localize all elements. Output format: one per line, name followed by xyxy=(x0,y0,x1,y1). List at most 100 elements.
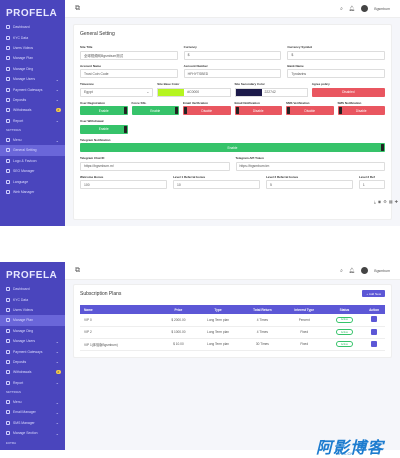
sidebar-item[interactable]: Manage Ding xyxy=(0,326,65,336)
level2-bonus-input[interactable]: 5 xyxy=(265,180,353,189)
bank-name-input[interactable]: Tyndarins xyxy=(287,69,385,78)
nav-icon xyxy=(6,190,10,195)
sidebar-item[interactable]: General Setting xyxy=(0,145,65,156)
sidebar-item[interactable]: Withdrawals 2 xyxy=(0,367,65,377)
sidebar-item[interactable]: Database xyxy=(0,447,65,450)
toggle-knob xyxy=(175,107,178,114)
sidebar-item[interactable]: Manage Users ⌄ xyxy=(0,74,65,84)
sidebar-item[interactable]: KYC Data xyxy=(0,294,65,304)
setting-toggle[interactable]: Disable xyxy=(286,106,334,115)
telegram-notification-toggle[interactable]: Enable xyxy=(80,143,385,152)
edit-button[interactable] xyxy=(371,316,378,323)
secondary-color-picker[interactable]: 222742 xyxy=(234,87,308,97)
sidebar-item[interactable]: Manage Plan xyxy=(0,315,65,326)
sidebar-item[interactable]: Manage Section ⌄ xyxy=(0,428,65,438)
sidebar-item[interactable]: Language xyxy=(0,176,65,186)
avatar[interactable] xyxy=(361,5,369,12)
sidebar-item[interactable]: SEO Manager xyxy=(0,166,65,176)
sidebar-item[interactable]: Users Videos xyxy=(0,305,65,315)
search-icon[interactable]: ⌕ xyxy=(340,5,343,12)
grid-icon[interactable]: ▦ xyxy=(388,199,393,204)
notification-icon[interactable]: 🔔︎ xyxy=(348,5,356,12)
nav-icon xyxy=(6,431,10,436)
setting-toggle[interactable]: Enable xyxy=(131,106,179,115)
edit-button[interactable] xyxy=(371,340,378,347)
field-label: Agree policy xyxy=(311,82,330,86)
sidebar-item-label: Users Videos xyxy=(13,307,34,312)
menu-toggle-icon[interactable]: ⧉ xyxy=(75,4,80,12)
telegram-chat-id-input[interactable]: https://bgsmbum.m/ xyxy=(80,161,230,171)
setting-toggle[interactable]: Enable xyxy=(80,106,128,115)
sidebar-item[interactable]: Logo & Favicon xyxy=(0,156,65,166)
currency-symbol-input[interactable]: $ xyxy=(287,50,385,60)
sidebar-item[interactable]: Menu ⌄ xyxy=(0,397,65,407)
search-icon[interactable]: ⌕ xyxy=(340,267,343,274)
agree-policy-toggle[interactable]: Disabled xyxy=(311,87,385,97)
account-number-input[interactable]: HFHYTSBED xyxy=(183,69,282,78)
sidebar-item[interactable]: Deposits ⌄ xyxy=(0,357,65,367)
puzzle-icon[interactable]: ✚ xyxy=(394,199,398,204)
eye-icon[interactable]: ◉ xyxy=(377,199,382,204)
setting-toggle[interactable]: Disable xyxy=(183,106,231,115)
sidebar-item-label: General Setting xyxy=(13,148,37,153)
sidebar-item[interactable]: SMS Manager ⌄ xyxy=(0,418,65,428)
column-header: Total Return xyxy=(242,305,283,314)
sidebar-item-label: Menu xyxy=(13,138,22,143)
telegram-token-input[interactable]: https://bgsmbum.tm xyxy=(235,161,385,171)
table-cell: Fixed xyxy=(282,326,326,339)
sidebar-item[interactable]: Dashboard xyxy=(0,284,65,294)
sidebar-item[interactable]: Email Manager ⌄ xyxy=(0,407,65,417)
setting-toggle[interactable]: Disable xyxy=(337,106,385,115)
base-color-picker[interactable]: #C0000 xyxy=(157,87,231,97)
sidebar-item[interactable]: Payment Gateways ⌄ xyxy=(0,84,65,94)
timezone-select[interactable]: Egypt ⌄ xyxy=(80,87,154,97)
withdrawal-toggle[interactable]: Enable xyxy=(80,124,128,134)
edit-button[interactable] xyxy=(371,328,378,335)
sidebar-item[interactable]: Deposits ⌄ xyxy=(0,95,65,105)
add-new-button[interactable]: + Add New xyxy=(362,290,385,297)
account-name-input[interactable]: Trust Coin Code xyxy=(80,69,178,78)
menu-toggle-icon[interactable]: ⧉ xyxy=(75,266,80,274)
table-cell: Percent xyxy=(282,314,326,327)
sidebar-item-label: Withdrawals xyxy=(13,370,32,375)
sidebar-item[interactable]: Users Videos xyxy=(0,43,65,53)
level3-bonus-input[interactable]: 1 xyxy=(358,180,385,189)
sidebar-item[interactable]: Manage Users ⌄ xyxy=(0,336,65,346)
color-swatch[interactable] xyxy=(235,88,262,96)
level1-bonus-input[interactable]: 10 xyxy=(172,180,260,189)
sidebar-item[interactable]: Manage Plan xyxy=(0,53,65,63)
table-row: VIP 2 $ 1000.00 Long Term plan 4 Times Fixed… xyxy=(80,326,385,339)
sidebar-item-label: Logo & Favicon xyxy=(13,158,37,163)
nav-icon xyxy=(6,169,10,174)
sidebar-item[interactable]: Report ⌄ xyxy=(0,378,65,388)
sidebar-item[interactable]: Menu ⌄ xyxy=(0,135,65,145)
nav-icon xyxy=(6,148,10,153)
sidebar-item[interactable]: Dashboard xyxy=(0,22,65,32)
nav-icon xyxy=(6,77,10,82)
field-label: Bank Name xyxy=(287,63,304,68)
sidebar-item[interactable]: Payment Gateways ⌄ xyxy=(0,346,65,356)
translate-icon[interactable]: ⤓ xyxy=(373,199,376,204)
sidebar-item[interactable]: KYC Data xyxy=(0,32,65,42)
color-swatch[interactable] xyxy=(158,88,185,96)
sidebar-item[interactable]: Report ⌄ xyxy=(0,116,65,126)
username[interactable]: Bgsmbum xyxy=(374,268,390,273)
avatar[interactable] xyxy=(361,267,369,274)
sidebar-item[interactable]: Web Manager xyxy=(0,187,65,197)
username[interactable]: Bgsmbum xyxy=(374,6,390,11)
sidebar-item-label: Manage Users xyxy=(13,339,36,344)
field-label: Level 1 Referral bonus xyxy=(172,174,206,179)
welcome-bonus-input[interactable]: 100 xyxy=(80,180,167,189)
currency-input[interactable]: $ xyxy=(183,50,282,60)
setting-toggle[interactable]: Disable xyxy=(234,106,282,115)
settings-icon[interactable]: ⚙ xyxy=(383,199,387,204)
sidebar-item[interactable]: Withdrawals 2 xyxy=(0,105,65,115)
table-cell: $ 10.00 xyxy=(162,338,194,351)
notification-icon[interactable]: 🔔︎ xyxy=(348,267,356,274)
table-cell: Long Term plan xyxy=(193,314,243,327)
site-title-input[interactable]: 全球视频网Bgsmbum测试 xyxy=(80,50,178,60)
nav-icon xyxy=(6,287,10,292)
nav-icon xyxy=(6,97,10,102)
field-label: Currency Symbol xyxy=(287,45,313,49)
sidebar-item[interactable]: Manage Ding xyxy=(0,64,65,74)
